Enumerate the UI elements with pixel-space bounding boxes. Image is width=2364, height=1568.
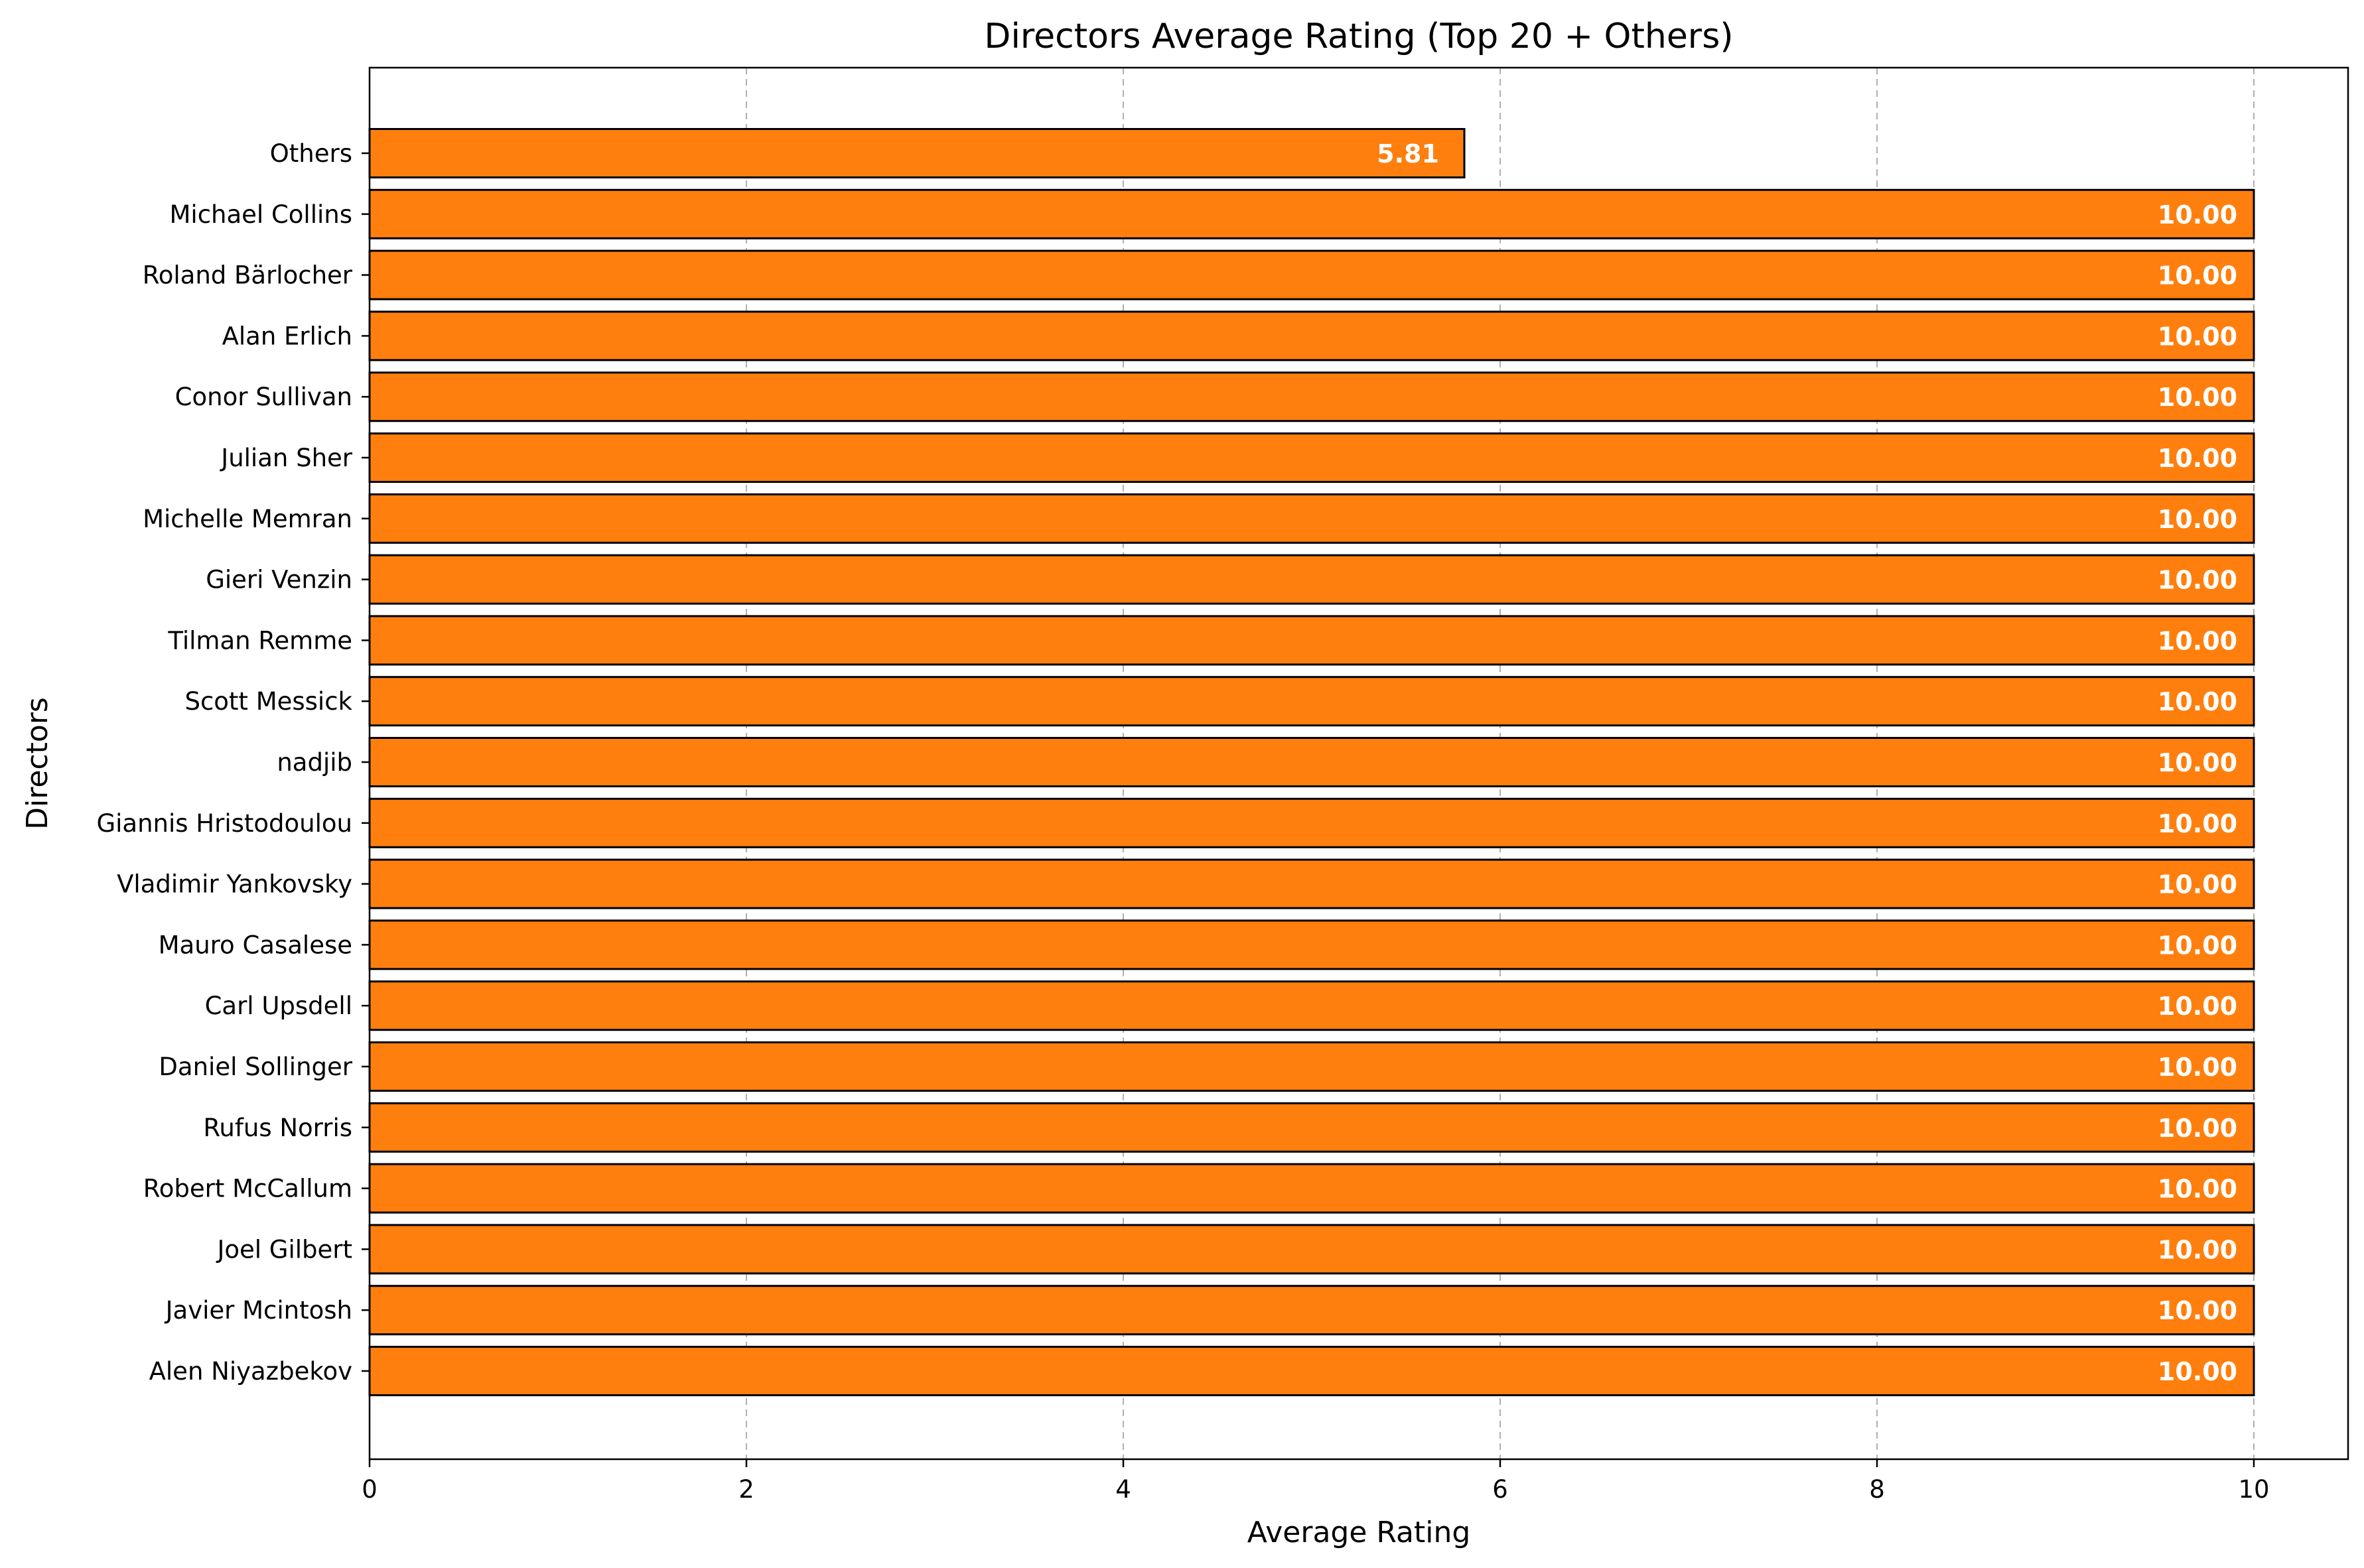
y-tick-label: Conor Sullivan [175,383,352,411]
bar [368,128,1466,178]
y-tick-label: Gieri Venzin [206,566,352,594]
bar [368,249,2255,300]
y-tick-label: Javier Mcintosh [165,1296,352,1325]
bar [368,1041,2255,1092]
bar-value-label: 10.00 [2158,931,2237,960]
bar-value-label: 5.81 [1377,139,1439,168]
y-tick-label: Vladimir Yankovsky [117,870,352,899]
x-tick-label: 2 [738,1475,754,1504]
y-tick-label: Roland Bärlocher [143,261,353,290]
bar [368,1224,2255,1275]
value-labels: 10.00 10.00 10.00 10.00 10.00 10.00 10.00 10.00… [1377,139,2237,1386]
y-tick-label: Scott Messick [184,687,352,716]
bar-value-label: 10.00 [2158,383,2237,412]
bar [368,858,2255,909]
bar-value-label: 10.00 [2158,687,2237,716]
bar-value-label: 10.00 [2158,992,2237,1021]
bar-value-label: 10.00 [2158,1053,2237,1082]
x-axis-ticks: 0 2 4 6 8 10 [362,1459,2270,1504]
y-tick-label: Joel Gilbert [216,1235,352,1264]
bar [368,432,2255,483]
x-tick-label: 4 [1115,1475,1131,1504]
bar [368,676,2255,727]
y-tick-label: Michael Collins [169,200,352,229]
y-tick-label: Julian Sher [220,444,353,472]
bar [368,371,2255,423]
bar-value-label: 10.00 [2158,261,2237,291]
y-tick-label: Robert McCallum [143,1175,352,1203]
bar-value-label: 10.00 [2158,1175,2237,1204]
y-tick-label: Michelle Memran [143,505,352,533]
x-axis-label: Average Rating [1247,1516,1471,1549]
bar-value-label: 10.00 [2158,566,2237,595]
y-axis-ticks: Alen Niyazbekov Javier Mcintosh Joel Gilbe… [96,139,370,1386]
bar-value-label: 10.00 [2158,809,2237,838]
y-tick-label: Rufus Norris [203,1114,352,1142]
bar [368,615,2255,666]
bar-value-label: 10.00 [2158,1235,2237,1264]
x-tick-label: 6 [1492,1475,1508,1504]
bar-value-label: 10.00 [2158,748,2237,777]
y-tick-label: Daniel Sollinger [159,1053,352,1081]
bar [368,1102,2255,1153]
y-tick-label: Others [270,139,352,168]
bar [368,188,2255,239]
bar [368,797,2255,848]
bar [368,737,2255,787]
bar-value-label: 10.00 [2158,200,2237,229]
bar [368,1285,2255,1336]
bar [368,980,2255,1031]
bars [368,128,2255,1396]
y-tick-label: Tilman Remme [167,626,352,655]
y-tick-label: Alan Erlich [222,322,352,350]
y-tick-label: nadjib [277,748,352,777]
plot-frame [368,66,2349,1461]
bar-value-label: 10.00 [2158,322,2237,351]
y-tick-label: Alen Niyazbekov [149,1357,352,1386]
bar [368,919,2255,970]
bar [368,1163,2255,1214]
y-tick-label: Mauro Casalese [159,931,352,959]
x-tick-label: 10 [2238,1475,2269,1504]
bar [368,310,2255,361]
bar-value-label: 10.00 [2158,505,2237,534]
bar-value-label: 10.00 [2158,1357,2237,1386]
bar [368,554,2255,605]
y-axis-label: Directors [21,697,54,830]
y-tick-label: Carl Upsdell [205,992,352,1020]
bar [368,1346,2255,1396]
bar [368,493,2255,544]
chart-title: Directors Average Rating (Top 20 + Other… [984,17,1733,56]
bar-value-label: 10.00 [2158,870,2237,899]
bar-value-label: 10.00 [2158,626,2237,655]
x-tick-label: 0 [362,1475,378,1504]
bar-value-label: 10.00 [2158,1296,2237,1325]
x-tick-label: 8 [1869,1475,1885,1504]
bar-value-label: 10.00 [2158,1114,2237,1143]
y-tick-label: Giannis Hristodoulou [96,809,352,838]
bar-value-label: 10.00 [2158,444,2237,473]
